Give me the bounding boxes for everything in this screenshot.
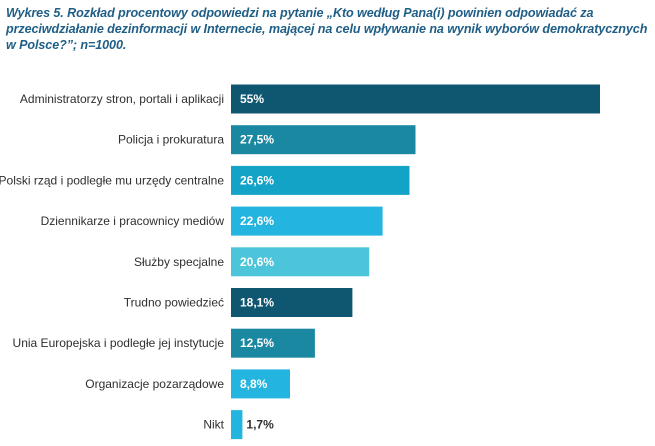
value-label-organizacje-pozarzadowe: 8,8% [240, 377, 268, 391]
category-label-organizacje-pozarzadowe: Organizacje pozarządowe [85, 377, 224, 391]
category-label-trudno-powiedziec: Trudno powiedzieć [124, 296, 224, 310]
category-label-polski-rzad-i-podlegle-mu-urzedy-centralne: Polski rząd i podległe mu urzędy central… [0, 173, 224, 187]
category-label-administratorzy-stron-portali-i-aplikacji: Administratorzy stron, portali i aplikac… [20, 92, 224, 106]
bar-administratorzy-stron-portali-i-aplikacji [231, 84, 600, 114]
value-label-sluzby-specjalne: 20,6% [240, 255, 274, 269]
category-label-sluzby-specjalne: Służby specjalne [134, 255, 224, 269]
category-label-policja-i-prokuratura: Policja i prokuratura [118, 133, 224, 147]
value-label-administratorzy-stron-portali-i-aplikacji: 55% [240, 92, 264, 106]
value-label-policja-i-prokuratura: 27,5% [240, 133, 274, 147]
bar-sluzby-specjalne [231, 247, 370, 277]
value-label-nikt: 1,7% [246, 418, 274, 432]
bar-dziennikarze-i-pracownicy-mediow [231, 206, 383, 236]
bar-polski-rzad-i-podlegle-mu-urzedy-centralne [231, 165, 410, 195]
bar-unia-europejska-i-podlegle-jej-instytucje [231, 328, 315, 358]
bar-trudno-powiedziec [231, 288, 353, 317]
category-label-nikt: Nikt [203, 418, 224, 432]
category-label-dziennikarze-i-pracownicy-mediow: Dziennikarze i pracownicy mediów [41, 214, 225, 228]
value-label-dziennikarze-i-pracownicy-mediow: 22,6% [240, 214, 274, 228]
chart-title: Wykres 5. Rozkład procentowy odpowiedzi … [6, 6, 648, 52]
value-label-trudno-powiedziec: 18,1% [240, 296, 274, 310]
bar-organizacje-pozarzadowe [231, 369, 290, 399]
bar-policja-i-prokuratura [231, 125, 416, 155]
bar-nikt [231, 410, 243, 440]
value-label-polski-rzad-i-podlegle-mu-urzedy-centralne: 26,6% [240, 173, 274, 187]
category-label-unia-europejska-i-podlegle-jej-instytucje: Unia Europejska i podległe jej instytucj… [13, 336, 225, 350]
value-label-unia-europejska-i-podlegle-jej-instytucje: 12,5% [240, 336, 274, 350]
